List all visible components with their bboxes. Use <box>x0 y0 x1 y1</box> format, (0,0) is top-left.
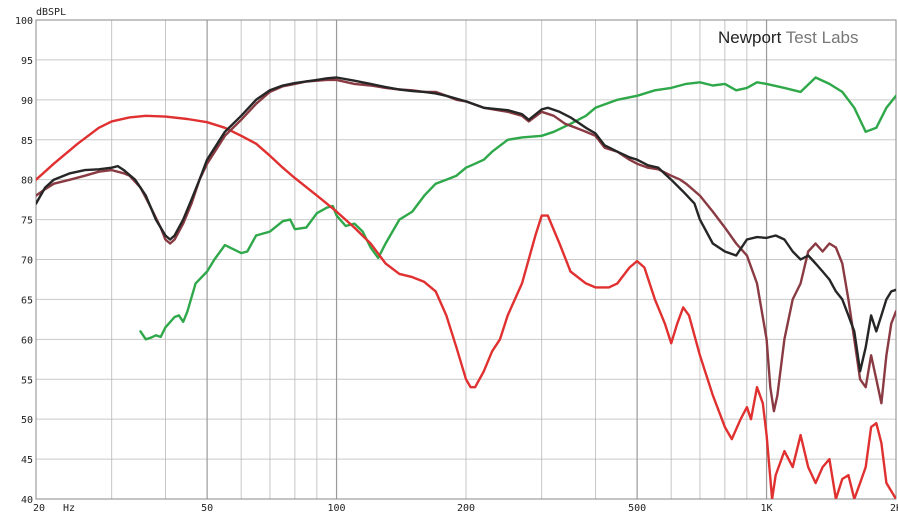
y-tick-label: 50 <box>21 415 33 426</box>
watermark-part2: Test Labs <box>781 28 858 47</box>
y-tick-label: 95 <box>21 56 33 67</box>
series-line-0 <box>139 76 896 341</box>
y-tick-label: 40 <box>21 495 33 506</box>
x-tick-label: 100 <box>328 503 346 513</box>
y-tick-label: 90 <box>21 96 33 107</box>
x-tick-labels: 20 50 100 200 500 1K 2K <box>33 503 898 513</box>
x-tick-label: 2K <box>890 503 898 513</box>
y-tick-label: 100 <box>15 16 33 27</box>
chart-grid <box>35 19 897 500</box>
y-tick-label: 70 <box>21 256 33 267</box>
y-tick-label: 80 <box>21 176 33 187</box>
x-tick-label: 200 <box>457 503 475 513</box>
plot-frame <box>35 19 897 500</box>
series-layer <box>36 76 896 499</box>
series-line-1 <box>36 114 896 499</box>
x-tick-label: 20 <box>33 503 45 513</box>
y-tick-label: 45 <box>21 455 33 466</box>
watermark: Newport Test Labs <box>718 28 859 47</box>
y-tick-label: 55 <box>21 375 33 386</box>
series-line-2 <box>36 78 896 413</box>
x-tick-label: 500 <box>628 503 646 513</box>
series-line-3 <box>36 76 896 373</box>
x-tick-label: 50 <box>201 503 213 513</box>
y-tick-labels: 40 45 50 55 60 65 70 75 80 85 90 95 100 <box>15 16 33 506</box>
y-axis-label: dBSPL <box>36 7 66 18</box>
y-tick-label: 85 <box>21 136 33 147</box>
y-tick-label: 75 <box>21 216 33 227</box>
y-tick-label: 60 <box>21 335 33 346</box>
watermark-part1: Newport <box>718 28 782 47</box>
x-tick-label: 1K <box>761 503 773 513</box>
y-tick-label: 65 <box>21 295 33 306</box>
x-axis-unit: Hz <box>63 503 75 513</box>
